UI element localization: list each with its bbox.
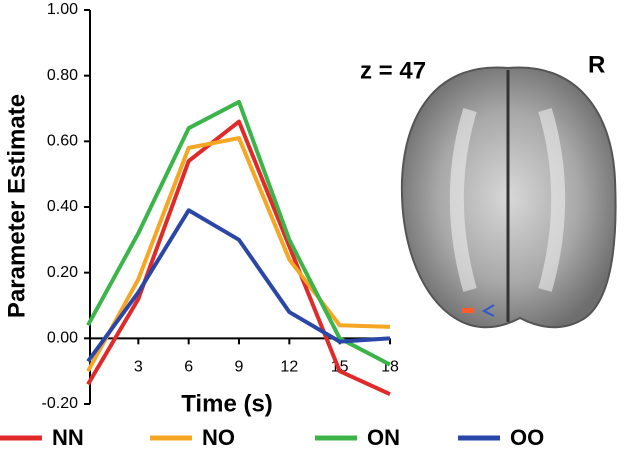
x-tick-label: 9 bbox=[235, 359, 244, 376]
y-tick-label: 0.60 bbox=[47, 133, 78, 150]
y-tick-label: 1.00 bbox=[47, 1, 78, 18]
y-tick-label: 0.40 bbox=[47, 198, 78, 215]
y-tick-label: 0.20 bbox=[47, 264, 78, 281]
y-tick-label: 0.00 bbox=[47, 330, 78, 347]
y-tick-label: 0.80 bbox=[47, 67, 78, 84]
legend-label: OO bbox=[510, 425, 544, 450]
series-line bbox=[86, 99, 391, 367]
slice-label: z = 47 bbox=[360, 57, 426, 84]
series-line bbox=[86, 119, 391, 396]
x-tick-label: 12 bbox=[280, 359, 298, 376]
x-tick-label: 3 bbox=[134, 359, 143, 376]
legend-label: NN bbox=[52, 425, 84, 450]
x-axis-label: Time (s) bbox=[181, 390, 273, 417]
activation-marker bbox=[462, 308, 474, 313]
y-tick-label: -0.20 bbox=[42, 395, 79, 412]
x-tick-label: 6 bbox=[184, 359, 193, 376]
activation-arrow bbox=[481, 304, 495, 317]
y-axis-label: Parameter Estimate bbox=[3, 94, 30, 318]
side-label: R bbox=[588, 51, 605, 78]
legend-label: NO bbox=[202, 425, 235, 450]
brain-image bbox=[400, 66, 617, 329]
series-line bbox=[86, 208, 391, 363]
white-matter bbox=[449, 107, 566, 292]
series-line bbox=[86, 136, 391, 373]
legend-label: ON bbox=[367, 425, 400, 450]
